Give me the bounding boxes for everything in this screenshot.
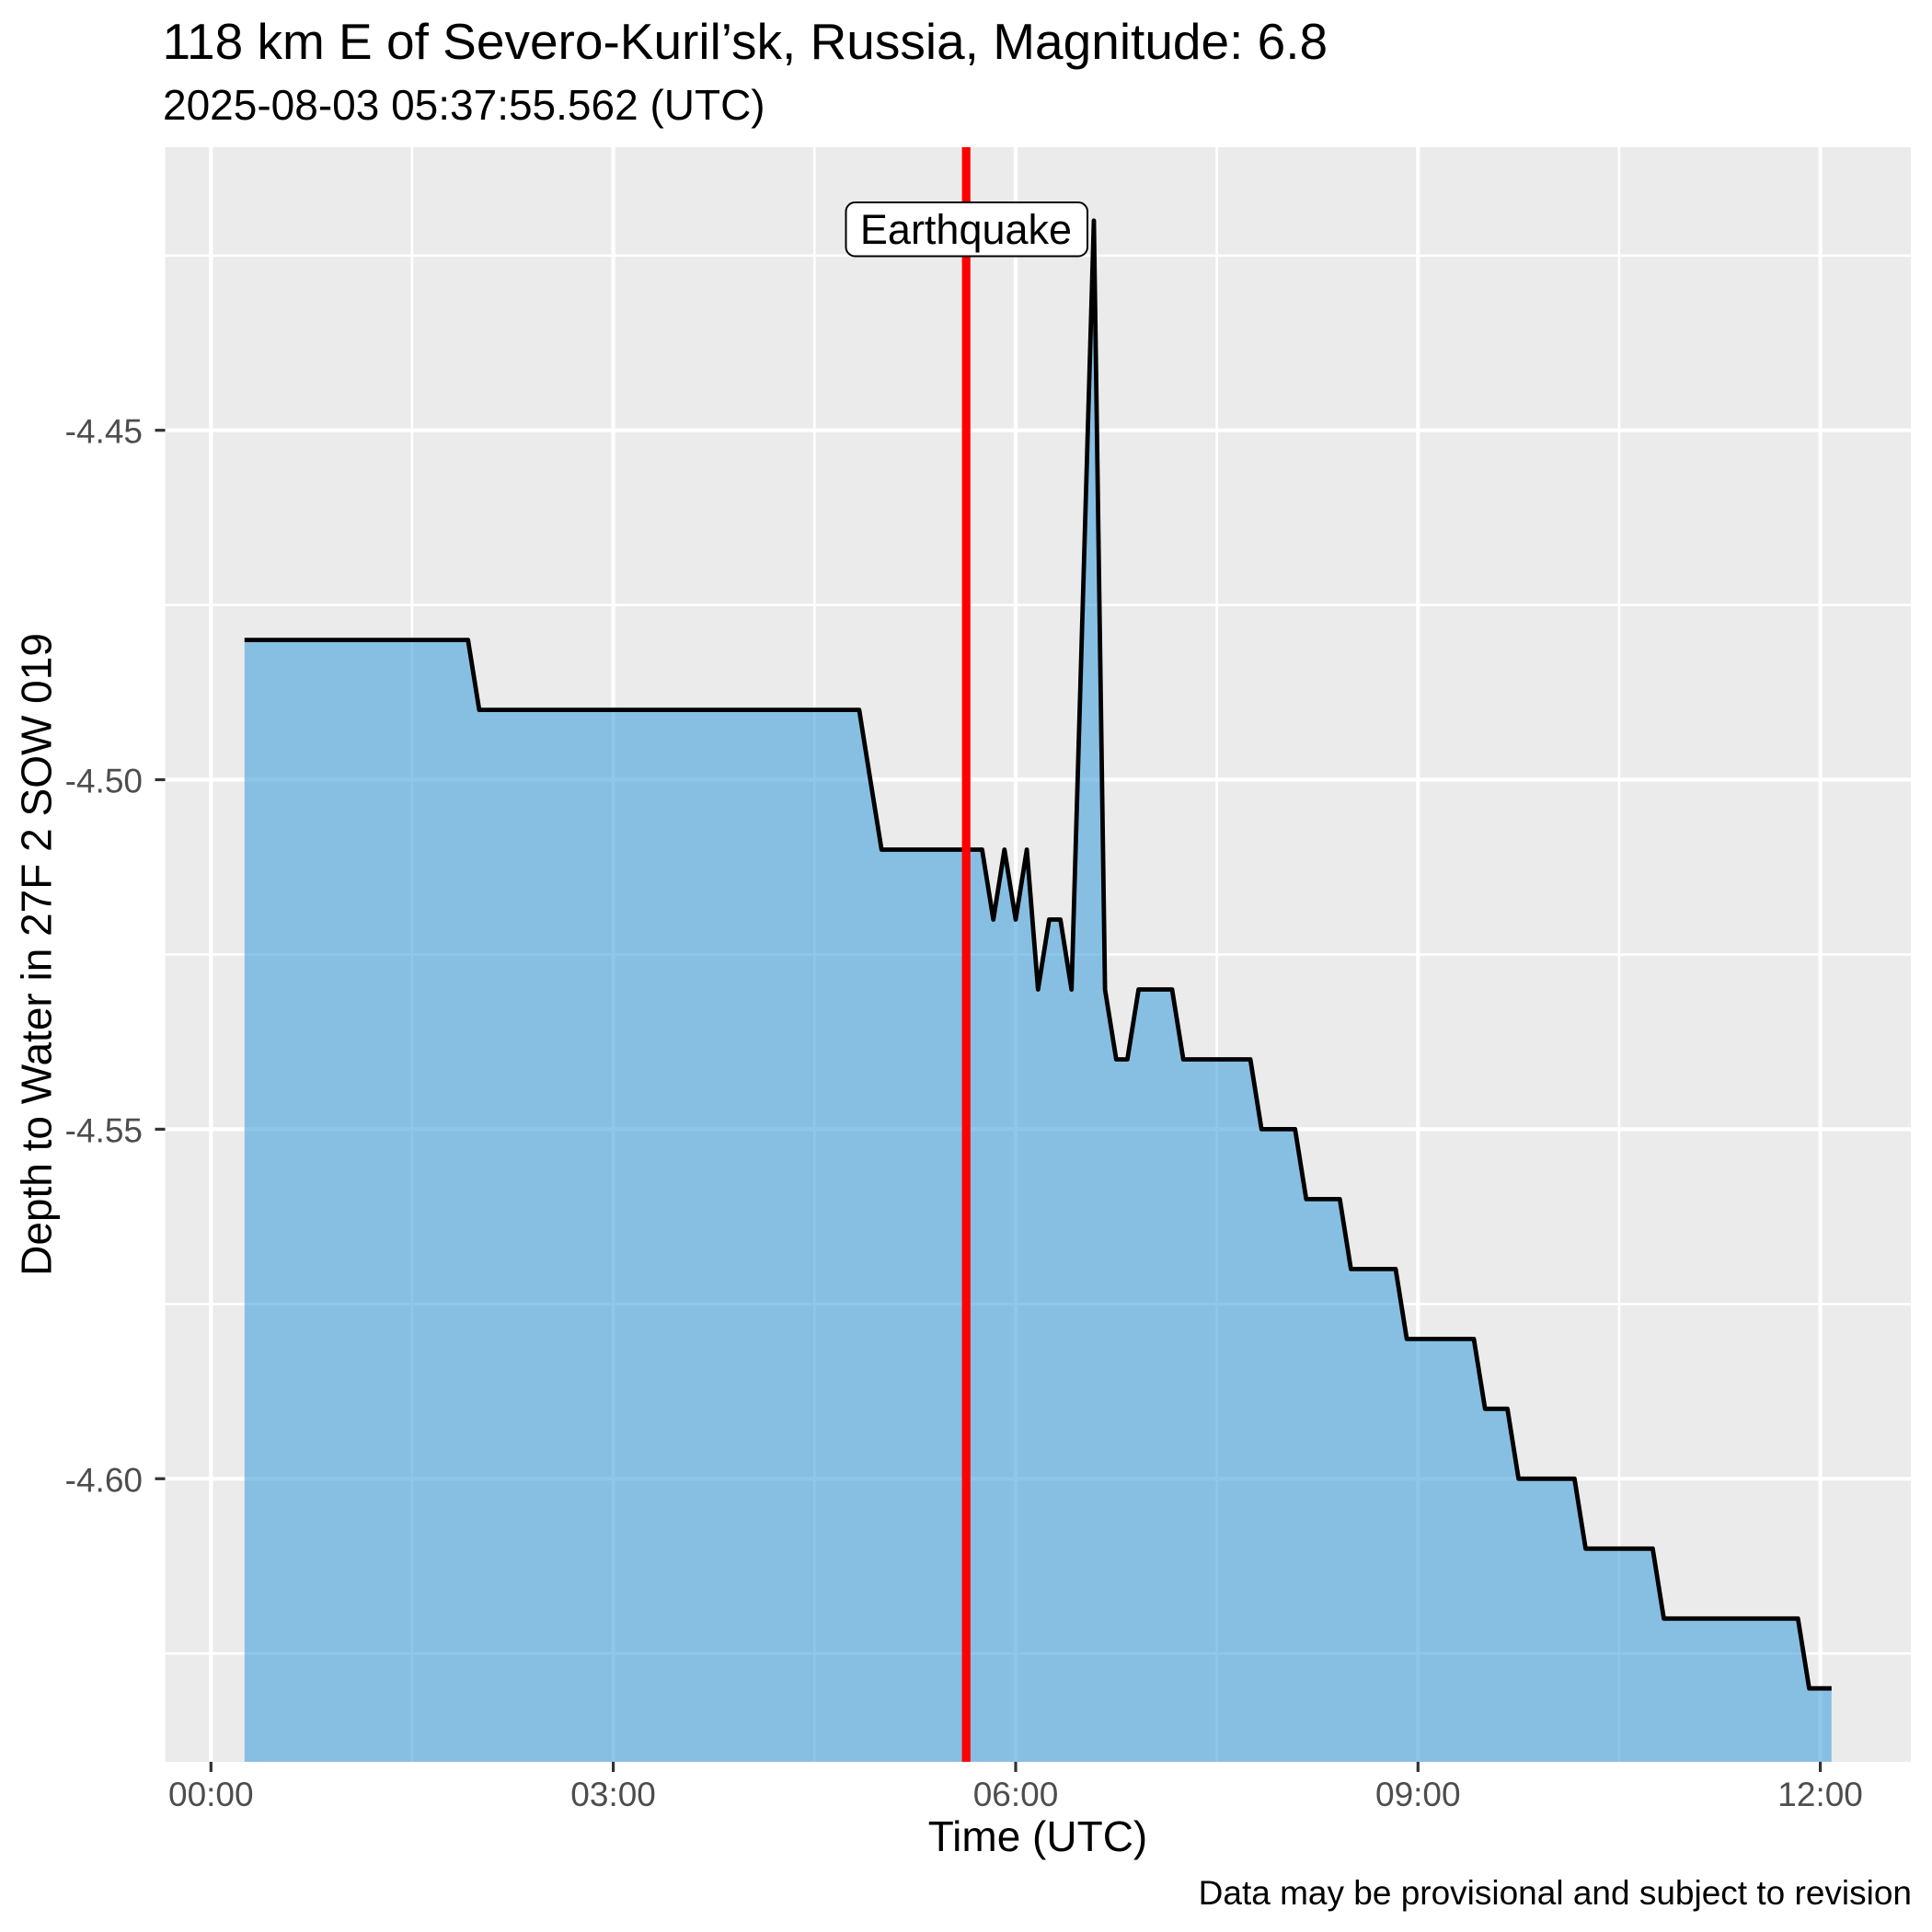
svg-text:03:00: 03:00 [570,1776,656,1813]
svg-text:Depth to Water in 27F 2 SOW 01: Depth to Water in 27F 2 SOW 019 [13,633,61,1276]
svg-text:-4.45: -4.45 [65,413,143,451]
svg-text:12:00: 12:00 [1777,1776,1863,1813]
svg-text:-4.55: -4.55 [65,1111,143,1149]
svg-text:06:00: 06:00 [973,1776,1059,1813]
svg-text:-4.60: -4.60 [65,1461,143,1499]
svg-text:00:00: 00:00 [168,1776,254,1813]
svg-text:-4.50: -4.50 [65,763,143,800]
svg-text:Data may be provisional and su: Data may be provisional and subject to r… [1199,1874,1912,1912]
svg-text:09:00: 09:00 [1375,1776,1461,1813]
svg-text:Earthquake: Earthquake [860,206,1072,253]
svg-text:Time (UTC): Time (UTC) [928,1812,1147,1860]
svg-text:2025-08-03 05:37:55.562 (UTC): 2025-08-03 05:37:55.562 (UTC) [163,81,765,129]
svg-text:118 km E of Severo-Kuril’sk, R: 118 km E of Severo-Kuril’sk, Russia, Mag… [163,13,1328,70]
